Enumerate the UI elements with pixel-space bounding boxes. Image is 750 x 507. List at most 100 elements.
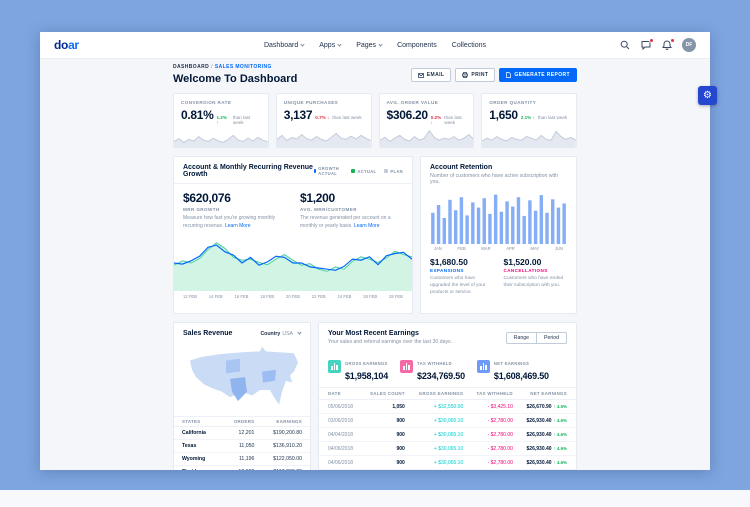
table-row[interactable]: 04/06/2018 900 + $30,065.10 - $2,780.00 … <box>319 455 576 470</box>
mrr-chart-x-axis: 12 FEB 14 FEB 16 FEB 18 FEB 20 FEB 22 FE… <box>174 291 412 304</box>
menu-item-pages[interactable]: Pages <box>356 42 383 49</box>
stat-delta-suffix: than last week <box>332 115 362 120</box>
retention-bar-chart <box>430 192 567 244</box>
period-button[interactable]: Period <box>537 331 567 344</box>
menu-item-label: Apps <box>319 41 336 49</box>
gross-cell: + $30,065.10 <box>413 441 473 456</box>
gross-col-header: GROSS EARNINGS <box>413 387 473 400</box>
table-row[interactable]: 05/06/2018 1,050 + $32,550.00 - $3,425.1… <box>319 399 576 414</box>
x-tick: 16 FEB <box>234 293 249 299</box>
mrr-area-chart <box>174 235 412 291</box>
table-row[interactable]: Texas 11,050 $136,910.20 <box>174 439 310 453</box>
stat-label: CONVERSION RATE <box>181 100 232 105</box>
printer-icon <box>462 72 469 78</box>
stat-value: 3,137 <box>283 108 313 122</box>
net-delta: ↑ 4.6% <box>553 459 567 465</box>
print-button[interactable]: PRINT <box>455 68 496 82</box>
x-tick: 14 FEB <box>208 293 223 299</box>
page-heading-block: DASHBOARD / SALES MONITORING Welcome To Da… <box>173 64 297 85</box>
table-row[interactable]: 03/06/2018 900 + $30,065.10 - $2,780.00 … <box>319 413 576 428</box>
stat-card-unique-purchases[interactable]: UNIQUE PURCHASES 3,137 0.7% ↓ than last … <box>275 93 372 148</box>
user-avatar[interactable]: DF <box>682 38 696 52</box>
search-icon[interactable] <box>619 39 631 51</box>
menu-item-apps[interactable]: Apps <box>319 41 342 49</box>
breadcrumb: DASHBOARD / SALES MONITORING <box>173 64 297 70</box>
stat-value: 0.81% <box>181 108 214 122</box>
summary-label: GROSS EARNINGS <box>345 361 388 366</box>
net-cell: $26,670.90 ↑ 4.5% <box>521 399 576 414</box>
range-period-toggle: Range Period <box>505 331 567 344</box>
table-row[interactable]: 04/06/2018 900 + $30,065.10 - $2,780.00 … <box>319 441 576 456</box>
chevron-down-icon <box>337 41 342 47</box>
summary-value: $1,608,469.50 <box>493 371 549 381</box>
state-cell: Florida <box>174 465 226 470</box>
gross-cell: + $30,065.10 <box>413 413 473 428</box>
messages-badge <box>649 38 654 43</box>
mrr-growth-desc: Measure how fast you're growing monthly … <box>183 215 276 229</box>
delta-arrow-icon: ↓ <box>327 115 330 120</box>
stat-value: 1,650 <box>489 108 518 122</box>
table-row[interactable]: Wyoming 11,196 $122,050.00 <box>174 452 310 466</box>
chevron-down-icon <box>297 330 302 335</box>
legend-dot <box>351 169 356 173</box>
sparkline-chart <box>173 127 268 147</box>
x-tick: APR <box>506 246 515 251</box>
envelope-icon <box>417 72 424 78</box>
state-cell: Texas <box>174 439 226 453</box>
net-cell: $26,930.40 ↑ 4.6% <box>521 427 576 442</box>
sparkline-chart <box>482 127 577 147</box>
breadcrumb-separator: / <box>211 64 213 70</box>
count-cell: 1,050 <box>366 399 414 414</box>
avg-mrr-desc: The revenue generated per account on a m… <box>300 215 391 229</box>
x-tick: 28 FEB <box>389 293 403 299</box>
earnings-cell: $190,200.80 <box>262 426 310 440</box>
us-map[interactable] <box>174 342 310 412</box>
table-row[interactable]: 04/04/2018 900 + $30,065.10 - $2,780.00 … <box>319 427 576 442</box>
count-cell: 900 <box>366 427 414 442</box>
stat-card-conversion-rate[interactable]: CONVERSION RATE 0.81% 1.2% ↑ than last w… <box>173 93 269 148</box>
country-select[interactable]: Country USA <box>260 330 302 337</box>
delta-arrow-icon: ↑ <box>532 115 535 120</box>
stat-value: $306.20 <box>386 108 429 122</box>
stat-cards-row: CONVERSION RATE 0.81% 1.2% ↑ than last w… <box>173 93 577 148</box>
retention-panel-subtitle: Number of customers who have active subs… <box>430 173 559 185</box>
email-button[interactable]: EMAIL <box>410 68 452 82</box>
count-cell: 900 <box>366 455 414 470</box>
file-icon <box>506 72 512 78</box>
learn-more-link[interactable]: Learn More <box>353 222 380 229</box>
notifications-bell-icon[interactable] <box>661 38 675 51</box>
navbar-tools: DF <box>619 38 696 52</box>
stat-card-avg-order-value[interactable]: AVG. ORDER VALUE $306.20 0.2% ↓ than las… <box>378 93 475 148</box>
gross-cell: + $30,065.10 <box>413 427 473 442</box>
orders-cell: 12,201 <box>225 426 263 440</box>
table-row[interactable]: California 12,201 $190,200.80 <box>174 426 310 440</box>
menu-item-collections[interactable]: Collections <box>452 42 486 49</box>
avg-mrr-stat: $1,200 AVG. MRR/CUSTOMER The revenue gen… <box>300 191 403 231</box>
state-cell: California <box>174 426 226 440</box>
generate-report-button[interactable]: GENERATE REPORT <box>499 68 577 82</box>
stat-card-order-quantity[interactable]: ORDER QUANTITY 1,650 2.1% ↑ than last we… <box>481 93 577 148</box>
range-button[interactable]: Range <box>505 331 537 344</box>
x-tick: 18 FEB <box>260 293 275 299</box>
states-table: STATES ORDERS EARNINGS California 12,201… <box>174 416 310 470</box>
mrr-growth-label: MRR GROWTH <box>183 207 220 212</box>
count-cell: 900 <box>366 413 414 428</box>
settings-gear-button[interactable]: ⚙ <box>698 86 717 105</box>
mrr-panel-title: Account & Monthly Recurring Revenue Grow… <box>183 164 313 178</box>
orders-col-header: ORDERS <box>225 416 263 427</box>
stat-label: ORDER QUANTITY <box>489 100 537 105</box>
menu-item-dashboard[interactable]: Dashboard <box>264 42 305 49</box>
x-tick: JAN <box>434 246 442 251</box>
brand-logo[interactable]: doar <box>54 38 79 52</box>
table-row[interactable]: Florida 10,980 $118,200.20 <box>174 465 310 470</box>
net-delta: ↑ 4.6% <box>553 445 567 451</box>
avg-mrr-label: AVG. MRR/CUSTOMER <box>300 207 357 212</box>
earnings-heading: Your Most Recent Earnings Your sales and… <box>328 330 452 345</box>
learn-more-link[interactable]: Learn More <box>224 222 251 229</box>
legend-plan: PLAN <box>384 169 403 174</box>
breadcrumb-dashboard[interactable]: DASHBOARD <box>173 64 210 70</box>
expansions-desc: Customers who have upgraded the level of… <box>430 276 486 296</box>
count-cell: 900 <box>366 441 414 456</box>
messages-icon[interactable] <box>640 38 654 51</box>
menu-item-components[interactable]: Components <box>397 42 437 49</box>
